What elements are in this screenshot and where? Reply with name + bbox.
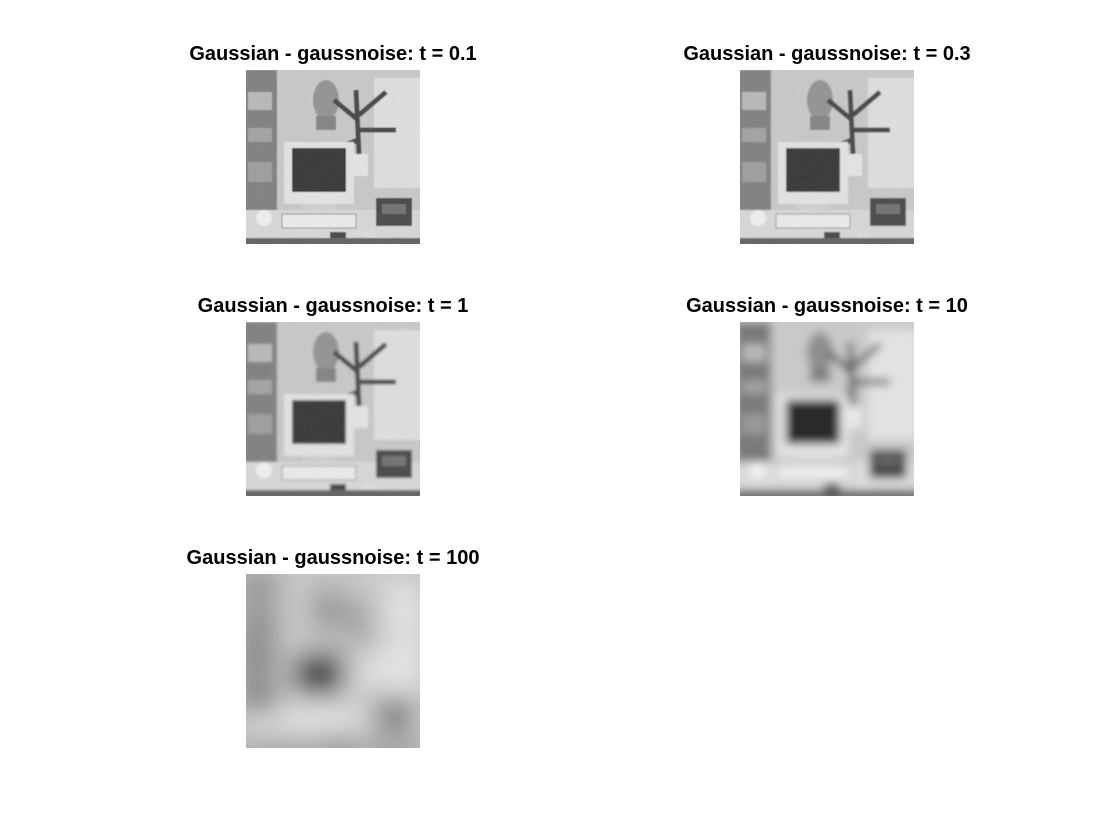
scene bbox=[740, 322, 914, 496]
office-scene-svg bbox=[740, 70, 914, 244]
blurred-office-image bbox=[246, 322, 420, 496]
panel-title: Gaussian - gaussnoise: t = 10 bbox=[686, 295, 968, 317]
panel-title: Gaussian - gaussnoise: t = 1 bbox=[197, 295, 469, 317]
panel-title: Gaussian - gaussnoise: t = 0.1 bbox=[189, 43, 477, 65]
blurred-office-image bbox=[740, 70, 914, 244]
office-scene-svg bbox=[246, 322, 420, 496]
blurred-office-image bbox=[246, 574, 420, 748]
blurred-office-image bbox=[246, 70, 420, 244]
blurred-office-image bbox=[740, 322, 914, 496]
office-scene-svg bbox=[740, 322, 914, 496]
scene bbox=[246, 574, 420, 748]
panel-title: Gaussian - gaussnoise: t = 0.3 bbox=[683, 43, 971, 65]
panel-title: Gaussian - gaussnoise: t = 100 bbox=[186, 547, 480, 569]
office-scene-svg bbox=[246, 574, 420, 748]
office-scene-svg bbox=[246, 70, 420, 244]
